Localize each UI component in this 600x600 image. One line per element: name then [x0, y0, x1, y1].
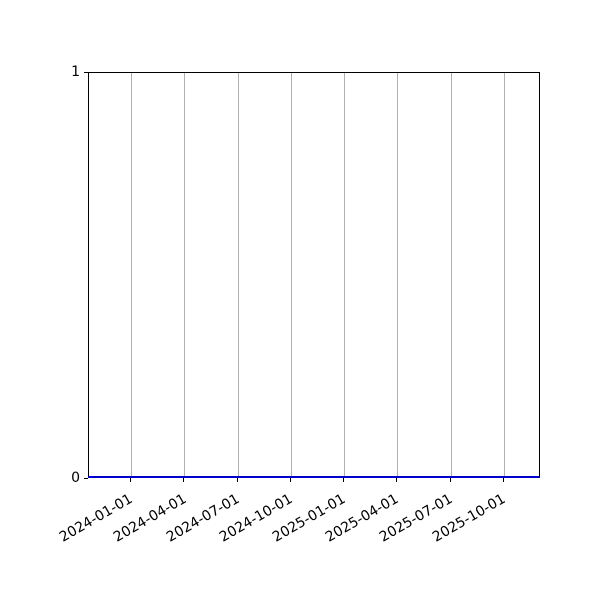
x-tick: [289, 478, 291, 482]
x-tick: [449, 478, 451, 482]
plot-area: [88, 72, 540, 478]
x-tick: [130, 478, 132, 482]
x-gridline: [397, 73, 399, 477]
x-gridline: [290, 73, 292, 477]
y-tick-label: 1: [71, 64, 80, 80]
x-gridline: [131, 73, 133, 477]
series-line: [88, 475, 540, 478]
x-gridline: [184, 73, 186, 477]
y-tick-label: 0: [71, 470, 80, 486]
y-tick: [84, 477, 88, 479]
x-tick: [183, 478, 185, 482]
y-tick: [84, 71, 88, 73]
x-tick: [502, 478, 504, 482]
x-tick: [236, 478, 238, 482]
x-tick: [396, 478, 398, 482]
x-gridline: [237, 73, 239, 477]
x-gridline: [344, 73, 345, 477]
x-gridline: [450, 73, 452, 477]
x-tick: [343, 478, 344, 482]
x-gridline: [503, 73, 505, 477]
